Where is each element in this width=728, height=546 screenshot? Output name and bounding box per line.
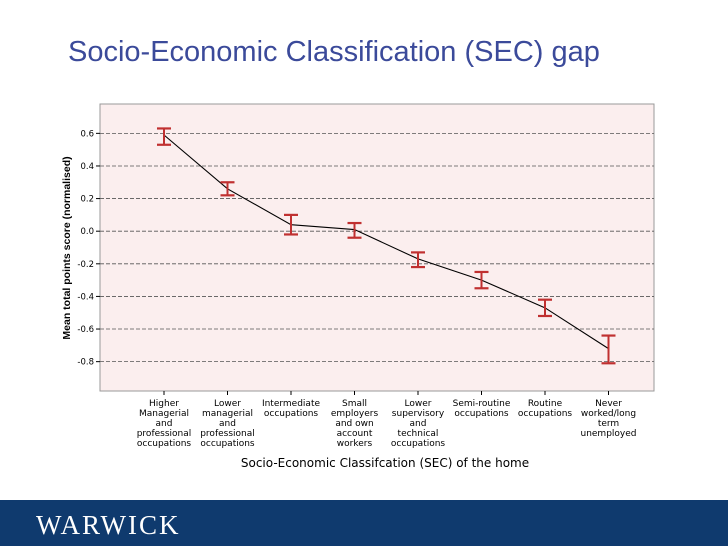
x-tick-label: Higher Managerial and professional occupatio… bbox=[137, 399, 192, 449]
error-bar bbox=[284, 213, 298, 236]
y-axis-label: Mean total points score (normalised) bbox=[61, 156, 73, 339]
x-axis-label: Socio-Economic Classifcation (SEC) of th… bbox=[241, 456, 529, 470]
error-bar bbox=[347, 221, 362, 239]
y-tick-label: 0.0 bbox=[80, 227, 94, 237]
y-tick-label: -0.2 bbox=[77, 260, 94, 270]
y-ticks: 0.6 0.4 0.2 0.0 -0.2 -0.4 -0.6 -0.8 bbox=[77, 129, 100, 368]
error-bar bbox=[220, 181, 235, 197]
slide-title: Socio-Economic Classification (SEC) gap bbox=[68, 36, 600, 68]
y-tick-label: 0.2 bbox=[80, 195, 94, 205]
y-tick-label: -0.4 bbox=[77, 292, 94, 302]
error-bar bbox=[601, 334, 616, 365]
plot-area bbox=[99, 103, 655, 392]
y-tick-label: -0.8 bbox=[77, 358, 94, 368]
error-bar bbox=[474, 270, 489, 290]
error-bar bbox=[411, 251, 425, 269]
x-tick-label: Semi-routine occupations bbox=[453, 399, 511, 419]
chart: 0.6 0.4 0.2 0.0 -0.2 -0.4 -0.6 -0.8 Higher Manag… bbox=[61, 103, 655, 470]
x-tick-label: Routine occupations bbox=[518, 399, 573, 419]
x-tick-label: Small employers and own account workers bbox=[331, 399, 379, 449]
x-tick-label: Lower managerial and professional occupation… bbox=[200, 399, 255, 449]
footer-bar: WARWICK bbox=[0, 500, 728, 546]
y-tick-label: -0.6 bbox=[77, 325, 94, 335]
x-tick-label: Intermediate occupations bbox=[262, 399, 321, 419]
y-tick-label: 0.6 bbox=[80, 129, 94, 139]
error-bars bbox=[157, 127, 616, 365]
series-line bbox=[163, 134, 609, 350]
x-tick-label: Lower supervisory and technical occupations bbox=[391, 399, 446, 449]
error-bar bbox=[157, 127, 171, 146]
error-bar bbox=[538, 298, 552, 318]
x-tick-label: Never worked/long term unemployed bbox=[580, 399, 636, 439]
grid-lines bbox=[100, 132, 654, 363]
warwick-logo: WARWICK bbox=[36, 510, 181, 540]
x-category-labels: Higher Managerial and professional occupatio… bbox=[137, 391, 637, 449]
y-tick-label: 0.4 bbox=[80, 162, 94, 172]
series-line-group bbox=[163, 134, 609, 350]
